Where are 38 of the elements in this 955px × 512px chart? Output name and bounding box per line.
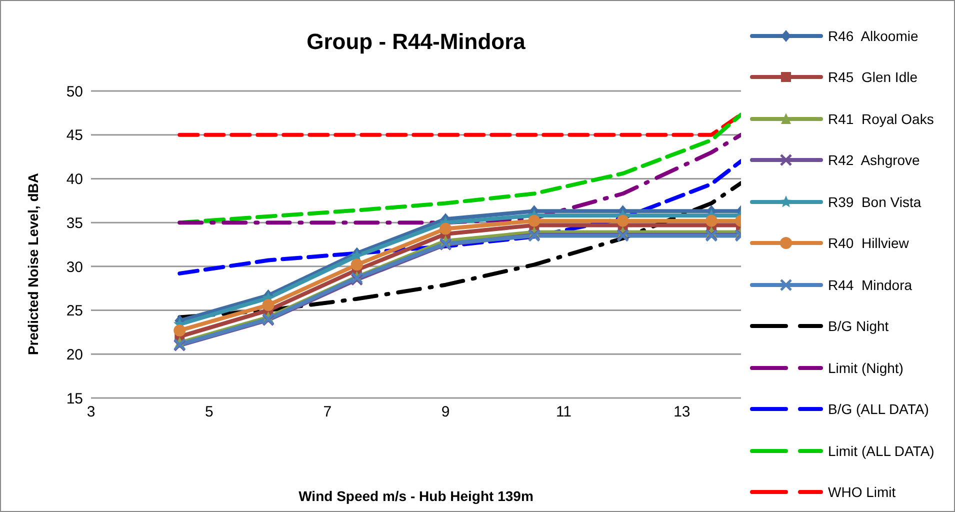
x-tick-label: 13	[674, 404, 690, 421]
line-series	[178, 159, 741, 276]
point	[174, 324, 186, 336]
point	[440, 222, 452, 235]
point	[262, 299, 274, 312]
x-tick-label: 7	[323, 404, 332, 421]
legend-label: R44 Mindora	[828, 276, 912, 293]
legend-label: R41 Royal Oaks	[828, 110, 934, 127]
point	[616, 214, 629, 227]
x-tick-label: 9	[441, 404, 450, 421]
y-tick-label: 35	[66, 214, 83, 232]
point	[528, 214, 540, 227]
legend-label: R42 Ashgrove	[828, 152, 920, 168]
legend-label: R39 Bon Vista	[828, 194, 922, 210]
point	[705, 214, 718, 227]
line-series	[178, 112, 741, 225]
legend-label: WHO Limit	[828, 484, 896, 500]
y-tick-label: 20	[66, 346, 83, 364]
legend-label: R45 Glen Idle	[828, 69, 918, 86]
x-tick-label: 5	[205, 404, 214, 421]
y-tick-label: 30	[66, 258, 83, 276]
y-tick-label: 15	[66, 390, 83, 408]
legend-label: B/G Night	[828, 318, 889, 334]
legend-label: R40 Hillview	[828, 235, 909, 252]
point	[350, 258, 363, 271]
x-tick-label: 3	[86, 404, 96, 421]
y-tick-label: 25	[66, 302, 83, 320]
x-axis-title: Wind Speed m/s - Hub Height 139m	[298, 488, 534, 504]
y-tick-label: 50	[66, 83, 83, 100]
y-tick-label: 40	[66, 171, 83, 188]
legend-label: Limit (ALL DATA)	[828, 442, 934, 459]
y-tick-label: 45	[66, 127, 83, 144]
chart-title: Group - R44-Mindora	[306, 29, 526, 55]
y-axis-title: Predicted Noise Level, dBA	[25, 172, 41, 356]
legend-label: R46 Alkoomie	[828, 28, 918, 44]
x-tick-label: 11	[556, 404, 572, 421]
legend-label: B/G (ALL DATA)	[828, 401, 929, 418]
legend-label: Limit (Night)	[828, 360, 904, 376]
